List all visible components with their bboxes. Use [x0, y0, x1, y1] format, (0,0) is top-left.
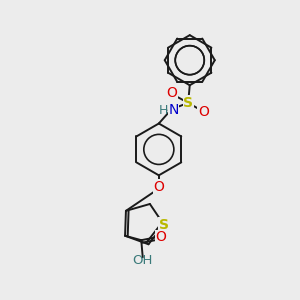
Text: O: O — [198, 105, 209, 119]
Text: O: O — [153, 179, 164, 194]
Text: OH: OH — [133, 254, 153, 267]
Text: N: N — [168, 103, 179, 117]
Text: H: H — [159, 104, 168, 117]
Text: S: S — [183, 96, 193, 110]
Text: O: O — [167, 86, 178, 100]
Text: S: S — [159, 218, 169, 232]
Text: O: O — [155, 230, 167, 244]
